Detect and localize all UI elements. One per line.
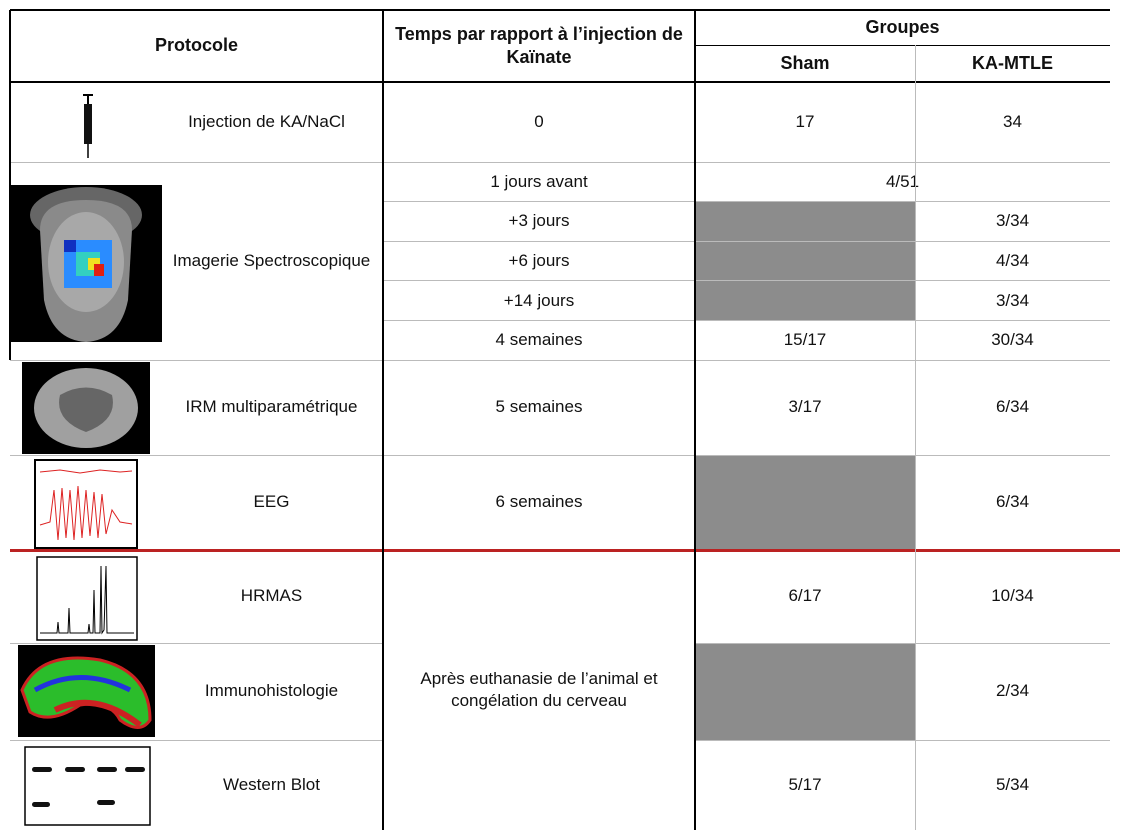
header-time: Temps par rapport à l’injection de Kaïna… [395, 23, 683, 67]
rule [10, 739, 383, 741]
syringe-icon [83, 94, 93, 158]
shared-time: Après euthanasie de l’animal et congélat… [420, 668, 658, 710]
rule [914, 45, 916, 830]
ka-cell: 30/34 [991, 330, 1034, 350]
protocol-label: Western Blot [222, 774, 320, 794]
ka-cell: 4/34 [995, 250, 1030, 270]
rule [695, 642, 1110, 644]
sham-cell: 17 [795, 111, 815, 131]
immuno-icon [18, 645, 155, 737]
sham-cell: 15/17 [783, 330, 827, 350]
header-sham: Sham [780, 52, 830, 73]
ka-cell: 6/34 [995, 397, 1030, 417]
ka-cell: 3/34 [995, 211, 1030, 231]
time-cell: +6 jours [508, 250, 570, 270]
rule [10, 548, 1120, 552]
spectroscopy-icon [10, 185, 162, 342]
eeg-icon [34, 459, 138, 549]
hrmas-icon [36, 556, 138, 641]
sham-cell: 5/17 [788, 774, 822, 794]
empty-cell [695, 455, 915, 550]
protocol-label: EEG [253, 492, 290, 512]
time-cell: 0 [534, 111, 544, 131]
time-cell: 6 semaines [495, 492, 583, 512]
protocol-label: Immunohistologie [204, 681, 339, 701]
rule [695, 359, 1110, 361]
header-ka: KA-MTLE [972, 52, 1053, 73]
time-cell: 1 jours avant [490, 171, 588, 191]
rule [383, 240, 1110, 242]
rule [381, 10, 385, 830]
mri-icon [22, 362, 150, 454]
time-cell: 4 semaines [495, 330, 583, 350]
rule [695, 739, 1110, 741]
rule [695, 454, 1110, 456]
rule [695, 161, 1110, 163]
time-cell: +3 jours [508, 211, 570, 231]
rule [383, 161, 695, 163]
rule [383, 454, 695, 456]
header-protocol: Protocole [154, 35, 238, 56]
rule [383, 201, 1110, 203]
ka-cell: 2/34 [995, 681, 1030, 701]
sham-cell: 6/17 [788, 586, 822, 606]
rule [695, 44, 1110, 46]
header-groups: Groupes [865, 16, 940, 37]
protocol-label: Injection de KA/NaCl [188, 111, 345, 131]
rule [383, 319, 1110, 321]
rule [10, 642, 383, 644]
rule [383, 280, 1110, 282]
empty-cell [695, 280, 915, 321]
sham-cell: 3/17 [788, 397, 822, 417]
ka-cell: 10/34 [991, 586, 1034, 606]
western-icon [24, 746, 151, 826]
rule [10, 81, 1110, 83]
time-cell: 5 semaines [495, 397, 583, 417]
protocol-label: Imagerie Spectroscopique [172, 250, 371, 270]
rule [383, 359, 695, 361]
rule [10, 9, 1110, 11]
time-cell: +14 jours [503, 290, 575, 310]
empty-cell [695, 643, 915, 740]
ka-cell: 3/34 [995, 290, 1030, 310]
groups-cell: 4/51 [885, 171, 920, 191]
ka-cell: 6/34 [995, 492, 1030, 512]
ka-cell: 34 [1003, 111, 1022, 131]
rule [9, 10, 11, 360]
empty-cell [695, 241, 915, 281]
ka-cell: 5/34 [995, 774, 1030, 794]
rule [10, 454, 383, 456]
protocol-label: IRM multiparamétrique [185, 397, 358, 417]
rule [10, 359, 383, 361]
rule [10, 161, 383, 163]
empty-cell [695, 201, 915, 242]
protocol-label: HRMAS [240, 586, 303, 606]
rule [694, 10, 696, 830]
